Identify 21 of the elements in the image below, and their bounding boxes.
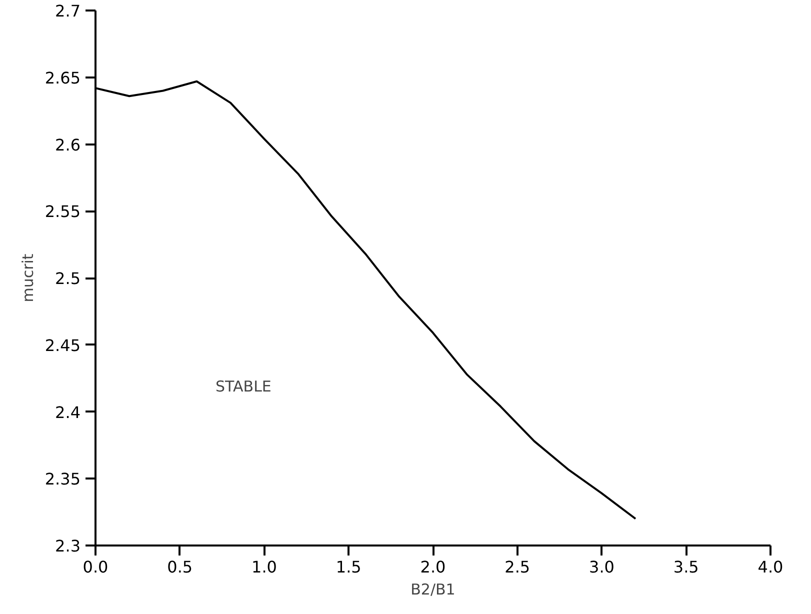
y-tick-label: 2.7: [55, 2, 81, 20]
y-tick-label: 2.5: [55, 269, 81, 288]
x-tick-label: 2.5: [504, 558, 530, 576]
x-tick-label: 1.5: [336, 558, 362, 576]
x-tick-label: 3.5: [673, 558, 699, 576]
x-tick-label: 0.0: [82, 558, 108, 576]
x-axis-title: B2/B1: [410, 580, 456, 598]
y-tick-label: 2.6: [55, 135, 81, 154]
y-tick-label: 2.45: [44, 336, 80, 355]
y-tick-label: 2.65: [44, 68, 80, 88]
y-tick-label: 2.3: [55, 536, 81, 556]
y-axis-title: mucrit: [18, 254, 37, 302]
x-tick-label: 4.0: [758, 558, 784, 576]
y-tick-label: 2.4: [55, 402, 81, 422]
y-tick-label: 2.55: [44, 202, 80, 222]
x-tick-label: 0.5: [167, 558, 193, 576]
x-tick-label: 3.0: [589, 558, 614, 576]
x-tick-label: 1.0: [252, 558, 277, 576]
x-tick-label: 2.0: [420, 558, 446, 576]
annotation: STABLE: [216, 378, 272, 396]
y-tick-label: 2.35: [44, 470, 80, 489]
